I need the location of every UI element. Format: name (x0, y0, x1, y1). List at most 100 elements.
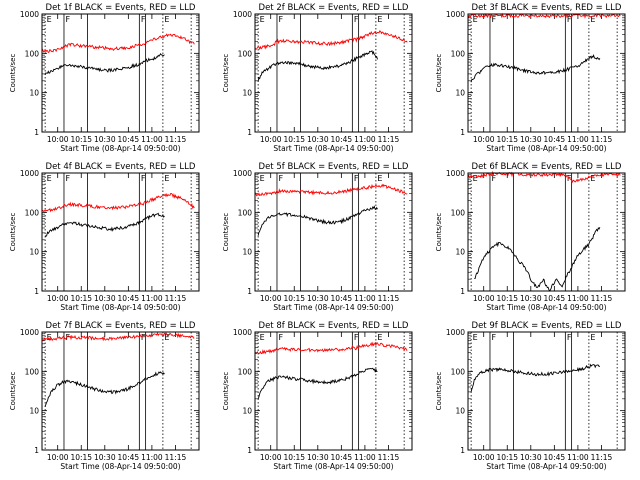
y-axis-label: Counts/sec (9, 54, 17, 93)
x-tick-label: 10:00 (260, 453, 282, 462)
time-marker-label: E (590, 15, 595, 24)
x-tick-label: 11:00 (141, 453, 163, 462)
y-tick-label: 10 (29, 407, 39, 416)
plot-frame (467, 331, 626, 451)
detector-panel-2: Det 2f BLACK = Events, RED = LLD Counts/s… (222, 3, 413, 153)
series-lld-line (254, 341, 408, 355)
x-tick-label: 11:00 (354, 294, 376, 303)
y-tick-label: 100 (238, 208, 253, 217)
x-tick-label: 10:45 (331, 294, 353, 303)
x-tick-label: 10:15 (496, 294, 518, 303)
series-events-line (474, 227, 601, 292)
time-marker-label: F (491, 15, 496, 24)
detector-panel-9: Det 9f BLACK = Events, RED = LLD Counts/s… (435, 321, 626, 471)
time-marker-label: F (567, 333, 572, 342)
x-tick-label: 11:15 (591, 294, 613, 303)
detector-panel-7: Det 7f BLACK = Events, RED = LLD Counts/s… (9, 321, 200, 471)
x-tick-label: 11:15 (378, 135, 400, 144)
x-tick-label: 11:00 (141, 294, 163, 303)
plot-frame (467, 172, 626, 292)
time-marker-label: E (473, 333, 478, 342)
series-lld-line (254, 30, 408, 51)
y-tick-label: 1000 (233, 328, 252, 337)
time-marker-label: F (65, 174, 70, 183)
time-marker-label: E (377, 15, 382, 24)
x-tick-label: 10:15 (496, 453, 518, 462)
y-tick-label: 1 (34, 128, 39, 137)
y-axis-label: Counts/sec (9, 213, 17, 252)
x-tick-label: 11:15 (591, 135, 613, 144)
plot-frame (41, 172, 200, 292)
panel-title: Det 7f BLACK = Events, RED = LLD (46, 321, 196, 331)
x-tick-label: 11:15 (165, 135, 187, 144)
x-tick-label: 10:00 (260, 135, 282, 144)
x-axis-label: Start Time (08-Apr-14 09:50:00) (60, 303, 180, 312)
time-marker-label: F (278, 15, 283, 24)
plot-frame (41, 13, 200, 133)
x-tick-label: 11:00 (354, 453, 376, 462)
series-events-line (470, 53, 601, 83)
series-lld-line (41, 33, 195, 54)
y-tick-label: 10 (455, 248, 465, 257)
y-axis-label: Counts/sec (222, 372, 230, 411)
x-tick-label: 10:15 (70, 453, 92, 462)
time-marker-label: F (354, 15, 359, 24)
series-events-line (257, 205, 378, 236)
series-events-line (470, 363, 601, 392)
y-tick-label: 10 (242, 89, 252, 98)
y-tick-label: 1000 (446, 10, 465, 19)
y-tick-label: 100 (238, 49, 253, 58)
time-marker-label: F (141, 15, 146, 24)
y-tick-label: 10 (29, 248, 39, 257)
series-events-line (44, 212, 165, 238)
series-lld-line (41, 192, 195, 213)
y-tick-label: 1000 (446, 328, 465, 337)
x-tick-label: 10:45 (118, 453, 140, 462)
time-marker-label: F (491, 174, 496, 183)
x-tick-label: 10:30 (94, 135, 116, 144)
plot-frame (254, 13, 413, 133)
time-marker-label: F (567, 174, 572, 183)
y-tick-label: 10 (455, 89, 465, 98)
time-marker-label: F (354, 174, 359, 183)
time-marker-label: E (164, 174, 169, 183)
x-axis-label: Start Time (08-Apr-14 09:50:00) (273, 462, 393, 471)
x-tick-label: 11:15 (165, 453, 187, 462)
y-tick-label: 100 (451, 49, 466, 58)
detector-panel-1: Det 1f BLACK = Events, RED = LLD Counts/s… (9, 3, 200, 153)
time-marker-label: E (473, 174, 478, 183)
x-tick-label: 10:45 (544, 294, 566, 303)
y-axis-label: Counts/sec (435, 372, 443, 411)
panel-title: Det 1f BLACK = Events, RED = LLD (46, 3, 196, 13)
y-tick-label: 1 (247, 287, 252, 296)
time-marker-label: E (47, 15, 52, 24)
x-axis-label: Start Time (08-Apr-14 09:50:00) (273, 144, 393, 153)
time-marker-label: F (491, 333, 496, 342)
y-tick-label: 1 (460, 128, 465, 137)
time-marker-label: E (260, 174, 265, 183)
y-axis-label: Counts/sec (435, 54, 443, 93)
x-tick-label: 10:00 (260, 294, 282, 303)
series-lld-line (467, 12, 621, 19)
y-tick-label: 100 (25, 367, 40, 376)
series-lld-line (467, 170, 621, 184)
x-tick-label: 10:45 (118, 294, 140, 303)
panel-title: Det 3f BLACK = Events, RED = LLD (472, 3, 622, 13)
time-marker-label: E (377, 174, 382, 183)
x-tick-label: 11:00 (141, 135, 163, 144)
x-axis-label: Start Time (08-Apr-14 09:50:00) (486, 144, 606, 153)
y-tick-label: 10 (242, 407, 252, 416)
x-tick-label: 10:15 (283, 135, 305, 144)
y-tick-label: 1 (34, 287, 39, 296)
x-tick-label: 10:30 (94, 453, 116, 462)
panel-title: Det 2f BLACK = Events, RED = LLD (259, 3, 409, 13)
x-tick-label: 10:15 (70, 294, 92, 303)
x-axis-label: Start Time (08-Apr-14 09:50:00) (273, 303, 393, 312)
time-marker-label: F (65, 333, 70, 342)
x-tick-label: 10:30 (307, 453, 329, 462)
time-marker-label: F (141, 333, 146, 342)
x-tick-label: 10:45 (331, 135, 353, 144)
x-tick-label: 10:15 (283, 294, 305, 303)
time-marker-label: E (473, 15, 478, 24)
